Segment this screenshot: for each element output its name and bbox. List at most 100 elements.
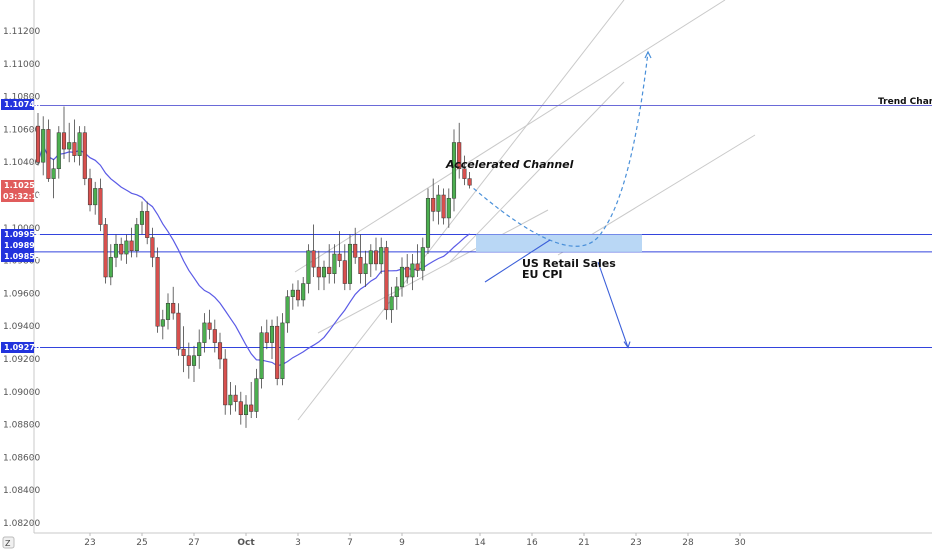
candle: [87, 168, 93, 212]
candle: [150, 227, 155, 268]
candle: [373, 237, 379, 271]
candle: [264, 319, 269, 350]
candle: [285, 290, 290, 333]
candle: [98, 178, 103, 232]
candle: [217, 332, 223, 369]
candle: [394, 277, 399, 310]
y-tick-label: 1.08800: [3, 421, 40, 431]
x-tick-label: 9: [399, 538, 405, 548]
x-tick-label: 23: [630, 538, 641, 548]
candle: [134, 217, 139, 258]
candle: [269, 319, 275, 359]
x-tick-label: 14: [474, 538, 486, 548]
candle: [119, 237, 124, 261]
bearish-arrow-head: [623, 341, 631, 349]
y-tick-label: 1.11200: [3, 27, 40, 37]
candle: [457, 122, 462, 179]
x-tick-label: 28: [682, 538, 694, 548]
candle: [446, 188, 451, 228]
candle: [368, 244, 373, 277]
candle: [202, 313, 207, 353]
candle: [113, 234, 119, 268]
svg-text:03:32:18: 03:32:18: [3, 192, 43, 201]
candle: [228, 381, 233, 415]
x-tick-label: 23: [84, 538, 95, 548]
svg-text:Z: Z: [5, 539, 11, 548]
candle: [77, 126, 82, 166]
candle: [451, 129, 457, 212]
candle: [347, 234, 353, 291]
eu-cpi-label: EU CPI: [522, 268, 563, 281]
x-axis-ticks: 23 25 27 Oct 3 7 9 14 16 21 23 28 30: [84, 533, 746, 548]
candle: [46, 119, 51, 182]
demand-zone: [476, 234, 642, 252]
candle: [61, 106, 67, 159]
candle: [103, 217, 108, 284]
candle: [233, 385, 238, 412]
candle: [436, 185, 441, 225]
candle: [82, 126, 87, 186]
candle: [290, 283, 295, 310]
candle: [186, 342, 191, 379]
candle: [165, 293, 171, 330]
x-tick-label: 7: [347, 538, 353, 548]
y-tick-label: 1.09600: [3, 289, 40, 299]
candle: [145, 201, 150, 245]
zone-top-badge: 1.09959: [1, 229, 41, 240]
candle: [176, 303, 181, 356]
candle: [35, 113, 41, 166]
moving-average-line: [37, 144, 470, 367]
y-tick-label: 1.10600: [3, 125, 40, 135]
scale-mode-icon[interactable]: Z: [2, 536, 15, 549]
y-tick-label: 1.09200: [3, 355, 40, 365]
candle: [259, 326, 264, 389]
candle: [410, 254, 415, 291]
x-tick-label: 3: [295, 538, 301, 548]
svg-text:1.10254: 1.10254: [4, 181, 41, 190]
y-tick-label: 1.08400: [3, 486, 40, 496]
candle: [301, 277, 306, 307]
candle: [275, 316, 280, 386]
candle: [238, 391, 243, 425]
candle: [363, 250, 368, 287]
y-tick-label: 1.10000: [3, 224, 40, 234]
svg-text:1.09853: 1.09853: [4, 252, 40, 261]
y-tick-label: 1.08600: [3, 453, 40, 463]
candle: [207, 309, 212, 340]
candle: [51, 158, 56, 199]
x-tick-label: 27: [188, 538, 199, 548]
projection-paths: [473, 50, 652, 349]
candle: [441, 188, 446, 225]
candle: [171, 286, 176, 320]
candle: [67, 122, 72, 163]
x-tick-label: 25: [136, 538, 147, 548]
y-tick-label: 1.10400: [3, 158, 40, 168]
x-tick-label: 21: [578, 538, 589, 548]
candlestick-series: [35, 106, 472, 428]
candle: [72, 119, 77, 163]
channel-line: [297, 0, 625, 421]
trend-level-badge: 1.10746: [1, 99, 41, 110]
candle: [223, 349, 228, 415]
candle: [462, 155, 467, 186]
candle: [129, 227, 134, 258]
candle: [160, 309, 165, 340]
candle: [467, 172, 472, 189]
channel-lines: [294, 0, 756, 421]
candle: [41, 116, 46, 176]
candle: [327, 244, 332, 284]
channel-line: [317, 209, 549, 334]
horizontal-levels: [34, 104, 932, 349]
bullish-arrow-head: [644, 50, 652, 59]
y-tick-label: 1.09400: [3, 322, 40, 332]
x-tick-label: 16: [526, 538, 538, 548]
us-retail-sales-label: US Retail Sales: [522, 257, 616, 270]
bar-countdown-badge: 03:32:18: [1, 191, 43, 202]
candle: [181, 326, 186, 373]
event-pointer-line: [484, 239, 551, 283]
candle: [295, 280, 301, 307]
candle: [197, 329, 202, 369]
candle: [415, 244, 420, 277]
support-level-badge: 1.09270: [1, 342, 41, 353]
